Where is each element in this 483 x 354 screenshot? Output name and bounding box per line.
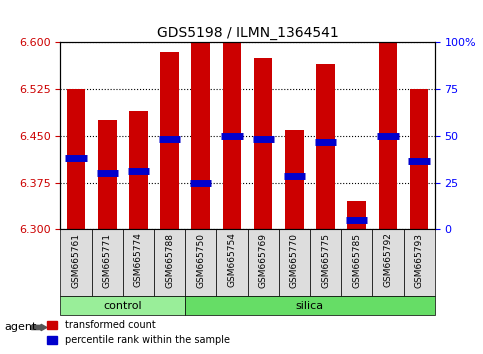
Bar <box>223 42 242 229</box>
Text: control: control <box>103 301 142 311</box>
Text: GSM665750: GSM665750 <box>196 233 205 287</box>
Bar <box>410 89 428 229</box>
FancyBboxPatch shape <box>279 229 310 296</box>
Bar <box>67 89 85 229</box>
Bar <box>316 64 335 229</box>
FancyBboxPatch shape <box>310 229 341 296</box>
Bar <box>379 42 397 229</box>
FancyBboxPatch shape <box>403 229 435 296</box>
Text: GSM665761: GSM665761 <box>71 233 81 287</box>
Text: silica: silica <box>296 301 324 311</box>
Text: GSM665771: GSM665771 <box>103 233 112 287</box>
Bar <box>254 58 272 229</box>
Legend: transformed count, percentile rank within the sample: transformed count, percentile rank withi… <box>43 316 234 349</box>
Text: GSM665754: GSM665754 <box>227 233 237 287</box>
FancyBboxPatch shape <box>60 229 92 296</box>
Text: GSM665774: GSM665774 <box>134 233 143 287</box>
Text: GSM665775: GSM665775 <box>321 233 330 287</box>
FancyBboxPatch shape <box>341 229 372 296</box>
Title: GDS5198 / ILMN_1364541: GDS5198 / ILMN_1364541 <box>156 26 339 40</box>
FancyBboxPatch shape <box>372 229 403 296</box>
Bar <box>129 111 148 229</box>
FancyBboxPatch shape <box>92 229 123 296</box>
FancyBboxPatch shape <box>185 229 216 296</box>
Bar <box>98 120 116 229</box>
Bar <box>285 130 304 229</box>
Bar <box>160 52 179 229</box>
FancyBboxPatch shape <box>154 229 185 296</box>
FancyBboxPatch shape <box>185 296 435 315</box>
FancyBboxPatch shape <box>216 229 247 296</box>
FancyBboxPatch shape <box>247 229 279 296</box>
FancyBboxPatch shape <box>60 296 185 315</box>
Text: GSM665792: GSM665792 <box>384 233 392 287</box>
Text: GSM665770: GSM665770 <box>290 233 299 287</box>
Text: GSM665788: GSM665788 <box>165 233 174 287</box>
Text: GSM665769: GSM665769 <box>258 233 268 287</box>
Bar <box>347 201 366 229</box>
Text: GSM665793: GSM665793 <box>414 233 424 287</box>
Bar <box>191 42 210 229</box>
Text: GSM665785: GSM665785 <box>352 233 361 287</box>
Text: agent: agent <box>5 322 37 332</box>
FancyBboxPatch shape <box>123 229 154 296</box>
